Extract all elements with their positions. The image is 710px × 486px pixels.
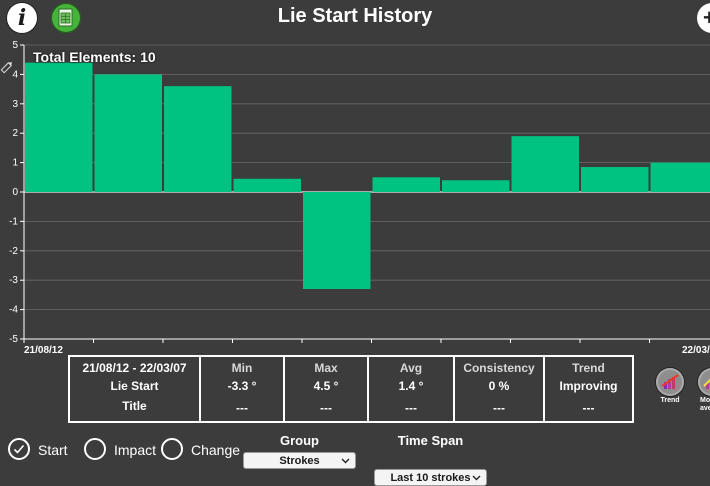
date-range: 21/08/12 - 22/03/07 bbox=[82, 361, 186, 379]
radio-change-label[interactable]: Change bbox=[191, 442, 240, 458]
y-tick-label: -1 bbox=[9, 216, 18, 227]
radio-start[interactable] bbox=[8, 438, 30, 460]
stat-max: Max 4.5 ° --- bbox=[285, 357, 369, 421]
y-tick-label: 0 bbox=[12, 187, 18, 198]
stat-trend: Trend Improving --- bbox=[545, 357, 632, 421]
stat-consistency: Consistency 0 % --- bbox=[455, 357, 545, 421]
stat-header: Min bbox=[232, 361, 253, 377]
radio-impact-label[interactable]: Impact bbox=[114, 442, 156, 458]
radio-change[interactable] bbox=[161, 438, 183, 460]
bar bbox=[95, 74, 163, 192]
total-elements-label: Total Elements: 10 bbox=[33, 49, 156, 65]
trend-button[interactable] bbox=[656, 368, 684, 396]
timespan-label: Time Span bbox=[374, 433, 487, 448]
group-select-value: Strokes bbox=[279, 455, 319, 467]
title-label: Title bbox=[122, 399, 146, 413]
trend-button-label: Trend bbox=[650, 397, 690, 404]
stat-title-value: --- bbox=[405, 401, 417, 415]
checkmark-icon bbox=[13, 443, 25, 455]
timespan-select-value: Last 10 strokes bbox=[390, 472, 470, 484]
moving-average-label: Mo ave bbox=[700, 397, 710, 413]
y-tick-label: 2 bbox=[12, 128, 18, 139]
y-tick-label: 1 bbox=[12, 158, 18, 169]
bar bbox=[25, 63, 93, 192]
stat-header: Avg bbox=[400, 361, 422, 377]
x-start-date-label: 21/08/12 bbox=[24, 345, 63, 356]
bar bbox=[373, 177, 441, 192]
pencil-icon[interactable] bbox=[0, 60, 14, 74]
page-title: Lie Start History bbox=[0, 5, 710, 28]
y-tick-label: -3 bbox=[9, 275, 18, 286]
stat-value: 1.4 ° bbox=[399, 379, 424, 399]
stat-header: Max bbox=[314, 361, 337, 377]
stat-value: 0 % bbox=[489, 379, 510, 399]
stat-title-value: --- bbox=[493, 401, 505, 415]
stat-min: Min -3.3 ° --- bbox=[201, 357, 285, 421]
stat-header: Consistency bbox=[463, 361, 534, 377]
stat-title-value: --- bbox=[236, 401, 248, 415]
chevron-down-icon bbox=[341, 456, 350, 465]
y-tick-label: 5 bbox=[12, 40, 18, 51]
x-end-date-label: 22/03/ bbox=[682, 345, 710, 356]
moving-average-icon bbox=[698, 368, 710, 396]
moving-average-button[interactable] bbox=[698, 368, 710, 396]
chevron-down-icon bbox=[472, 473, 481, 482]
bar bbox=[651, 163, 710, 192]
group-label: Group bbox=[243, 433, 356, 448]
bar bbox=[442, 180, 510, 192]
bar bbox=[164, 86, 232, 192]
trend-chart-icon bbox=[656, 368, 684, 396]
stat-header: Trend bbox=[572, 361, 605, 377]
radio-impact[interactable] bbox=[84, 438, 106, 460]
bar bbox=[303, 192, 371, 289]
radio-start-label[interactable]: Start bbox=[38, 442, 68, 458]
stat-title-value: --- bbox=[320, 401, 332, 415]
y-tick-label: -4 bbox=[9, 305, 18, 316]
bar bbox=[512, 136, 580, 192]
stat-value: Improving bbox=[559, 379, 617, 399]
stats-range-cell: 21/08/12 - 22/03/07 Lie Start Title bbox=[70, 357, 201, 421]
bar bbox=[581, 167, 649, 192]
bar bbox=[234, 179, 302, 192]
stats-table: 21/08/12 - 22/03/07 Lie Start Title Min … bbox=[68, 355, 634, 423]
plus-icon: + bbox=[703, 5, 710, 31]
stat-value: -3.3 ° bbox=[228, 379, 257, 399]
y-tick-label: 3 bbox=[12, 99, 18, 110]
group-select[interactable]: Strokes bbox=[243, 452, 356, 469]
stat-title-value: --- bbox=[583, 401, 595, 415]
y-tick-label: -5 bbox=[9, 334, 18, 345]
metric-name: Lie Start bbox=[110, 379, 158, 399]
y-tick-label: -2 bbox=[9, 246, 18, 257]
stat-avg: Avg 1.4 ° --- bbox=[369, 357, 455, 421]
stat-value: 4.5 ° bbox=[314, 379, 339, 399]
